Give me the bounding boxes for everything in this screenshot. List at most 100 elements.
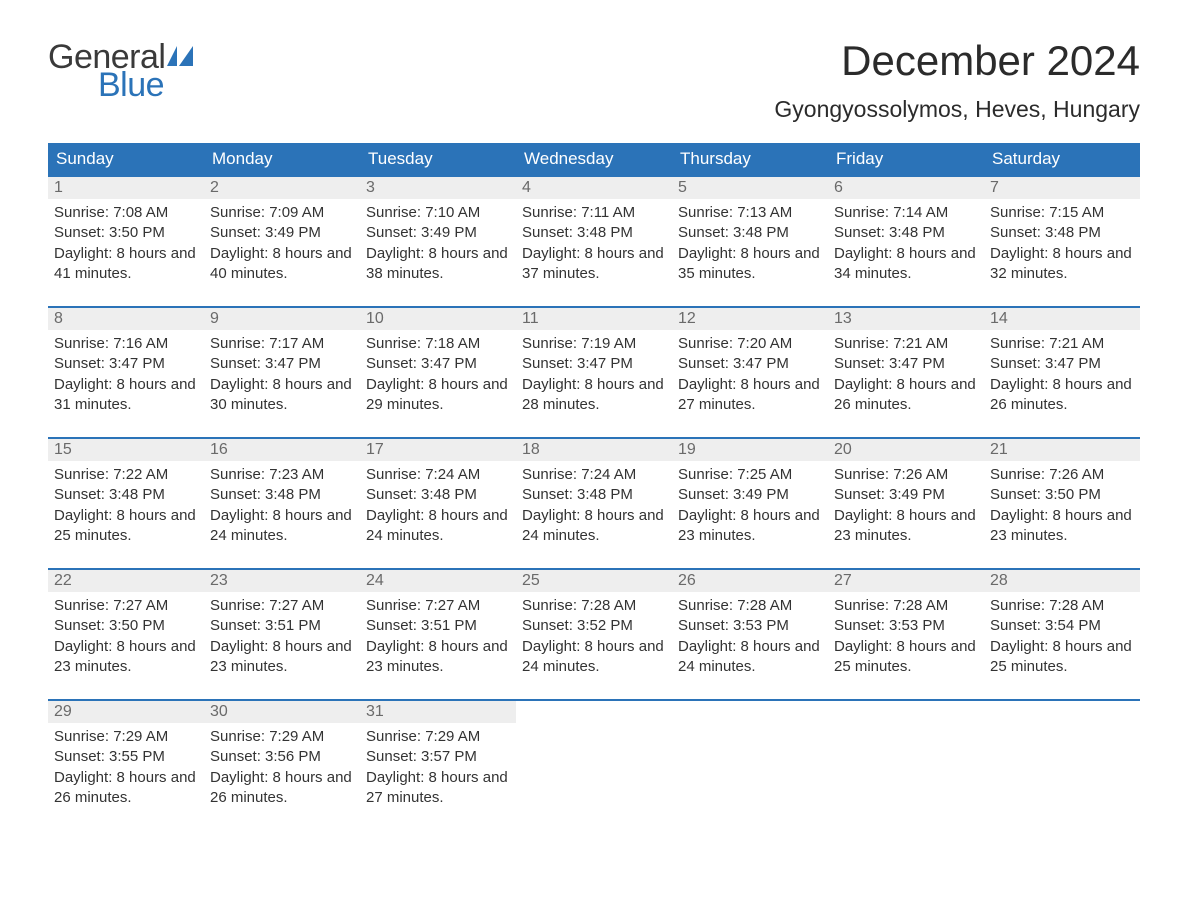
calendar-cell: 20Sunrise: 7:26 AMSunset: 3:49 PMDayligh… — [828, 438, 984, 569]
day-details: Sunrise: 7:21 AMSunset: 3:47 PMDaylight:… — [828, 330, 984, 437]
day-number: 31 — [360, 701, 516, 723]
title-block: December 2024 Gyongyossolymos, Heves, Hu… — [774, 40, 1140, 123]
day-details: Sunrise: 7:28 AMSunset: 3:53 PMDaylight:… — [828, 592, 984, 699]
weekday-header: Wednesday — [516, 143, 672, 176]
calendar-cell: 11Sunrise: 7:19 AMSunset: 3:47 PMDayligh… — [516, 307, 672, 438]
calendar-cell: 5Sunrise: 7:13 AMSunset: 3:48 PMDaylight… — [672, 176, 828, 307]
day-details: Sunrise: 7:24 AMSunset: 3:48 PMDaylight:… — [516, 461, 672, 568]
calendar-cell: 6Sunrise: 7:14 AMSunset: 3:48 PMDaylight… — [828, 176, 984, 307]
calendar-cell: 19Sunrise: 7:25 AMSunset: 3:49 PMDayligh… — [672, 438, 828, 569]
day-details: Sunrise: 7:28 AMSunset: 3:52 PMDaylight:… — [516, 592, 672, 699]
weekday-header: Friday — [828, 143, 984, 176]
calendar-cell: 1Sunrise: 7:08 AMSunset: 3:50 PMDaylight… — [48, 176, 204, 307]
day-details: Sunrise: 7:29 AMSunset: 3:57 PMDaylight:… — [360, 723, 516, 830]
calendar-cell: 24Sunrise: 7:27 AMSunset: 3:51 PMDayligh… — [360, 569, 516, 700]
day-number: 6 — [828, 177, 984, 199]
day-number: 5 — [672, 177, 828, 199]
calendar-cell: 31Sunrise: 7:29 AMSunset: 3:57 PMDayligh… — [360, 700, 516, 830]
day-number: 25 — [516, 570, 672, 592]
day-number: 16 — [204, 439, 360, 461]
day-details: Sunrise: 7:15 AMSunset: 3:48 PMDaylight:… — [984, 199, 1140, 306]
calendar-cell: 7Sunrise: 7:15 AMSunset: 3:48 PMDaylight… — [984, 176, 1140, 307]
day-details: Sunrise: 7:17 AMSunset: 3:47 PMDaylight:… — [204, 330, 360, 437]
day-details: Sunrise: 7:23 AMSunset: 3:48 PMDaylight:… — [204, 461, 360, 568]
logo: General Blue — [48, 40, 201, 102]
calendar-cell: 4Sunrise: 7:11 AMSunset: 3:48 PMDaylight… — [516, 176, 672, 307]
day-details: Sunrise: 7:27 AMSunset: 3:51 PMDaylight:… — [360, 592, 516, 699]
location: Gyongyossolymos, Heves, Hungary — [774, 96, 1140, 123]
calendar-cell: 26Sunrise: 7:28 AMSunset: 3:53 PMDayligh… — [672, 569, 828, 700]
day-details: Sunrise: 7:13 AMSunset: 3:48 PMDaylight:… — [672, 199, 828, 306]
day-details: Sunrise: 7:21 AMSunset: 3:47 PMDaylight:… — [984, 330, 1140, 437]
day-number: 11 — [516, 308, 672, 330]
day-details: Sunrise: 7:19 AMSunset: 3:47 PMDaylight:… — [516, 330, 672, 437]
day-number: 18 — [516, 439, 672, 461]
day-number: 13 — [828, 308, 984, 330]
day-number: 14 — [984, 308, 1140, 330]
calendar-cell: 16Sunrise: 7:23 AMSunset: 3:48 PMDayligh… — [204, 438, 360, 569]
weekday-header: Saturday — [984, 143, 1140, 176]
calendar-cell: 29Sunrise: 7:29 AMSunset: 3:55 PMDayligh… — [48, 700, 204, 830]
day-details: Sunrise: 7:22 AMSunset: 3:48 PMDaylight:… — [48, 461, 204, 568]
day-details: Sunrise: 7:29 AMSunset: 3:55 PMDaylight:… — [48, 723, 204, 830]
day-details: Sunrise: 7:11 AMSunset: 3:48 PMDaylight:… — [516, 199, 672, 306]
day-number: 19 — [672, 439, 828, 461]
day-details: Sunrise: 7:08 AMSunset: 3:50 PMDaylight:… — [48, 199, 204, 306]
day-number: 21 — [984, 439, 1140, 461]
day-details: Sunrise: 7:24 AMSunset: 3:48 PMDaylight:… — [360, 461, 516, 568]
calendar-cell: 3Sunrise: 7:10 AMSunset: 3:49 PMDaylight… — [360, 176, 516, 307]
calendar-cell — [984, 700, 1140, 830]
day-details: Sunrise: 7:28 AMSunset: 3:54 PMDaylight:… — [984, 592, 1140, 699]
day-details: Sunrise: 7:10 AMSunset: 3:49 PMDaylight:… — [360, 199, 516, 306]
day-number: 15 — [48, 439, 204, 461]
calendar-cell: 12Sunrise: 7:20 AMSunset: 3:47 PMDayligh… — [672, 307, 828, 438]
day-number: 2 — [204, 177, 360, 199]
weekday-header: Monday — [204, 143, 360, 176]
calendar-cell: 2Sunrise: 7:09 AMSunset: 3:49 PMDaylight… — [204, 176, 360, 307]
calendar-header: SundayMondayTuesdayWednesdayThursdayFrid… — [48, 143, 1140, 176]
calendar-cell: 9Sunrise: 7:17 AMSunset: 3:47 PMDaylight… — [204, 307, 360, 438]
calendar-cell — [672, 700, 828, 830]
calendar-cell: 28Sunrise: 7:28 AMSunset: 3:54 PMDayligh… — [984, 569, 1140, 700]
calendar-cell: 14Sunrise: 7:21 AMSunset: 3:47 PMDayligh… — [984, 307, 1140, 438]
weekday-header: Sunday — [48, 143, 204, 176]
day-number: 1 — [48, 177, 204, 199]
day-number: 9 — [204, 308, 360, 330]
page-title: December 2024 — [774, 40, 1140, 82]
day-number: 8 — [48, 308, 204, 330]
day-number: 20 — [828, 439, 984, 461]
day-number: 23 — [204, 570, 360, 592]
day-details: Sunrise: 7:27 AMSunset: 3:50 PMDaylight:… — [48, 592, 204, 699]
calendar-cell: 13Sunrise: 7:21 AMSunset: 3:47 PMDayligh… — [828, 307, 984, 438]
calendar-cell — [516, 700, 672, 830]
day-details: Sunrise: 7:25 AMSunset: 3:49 PMDaylight:… — [672, 461, 828, 568]
day-number: 27 — [828, 570, 984, 592]
day-number: 26 — [672, 570, 828, 592]
day-details: Sunrise: 7:26 AMSunset: 3:49 PMDaylight:… — [828, 461, 984, 568]
day-number: 10 — [360, 308, 516, 330]
calendar-cell: 21Sunrise: 7:26 AMSunset: 3:50 PMDayligh… — [984, 438, 1140, 569]
day-details: Sunrise: 7:29 AMSunset: 3:56 PMDaylight:… — [204, 723, 360, 830]
calendar-cell: 18Sunrise: 7:24 AMSunset: 3:48 PMDayligh… — [516, 438, 672, 569]
day-details: Sunrise: 7:27 AMSunset: 3:51 PMDaylight:… — [204, 592, 360, 699]
day-details: Sunrise: 7:16 AMSunset: 3:47 PMDaylight:… — [48, 330, 204, 437]
calendar-cell: 17Sunrise: 7:24 AMSunset: 3:48 PMDayligh… — [360, 438, 516, 569]
calendar-cell: 27Sunrise: 7:28 AMSunset: 3:53 PMDayligh… — [828, 569, 984, 700]
day-details: Sunrise: 7:26 AMSunset: 3:50 PMDaylight:… — [984, 461, 1140, 568]
day-number: 22 — [48, 570, 204, 592]
calendar-cell: 15Sunrise: 7:22 AMSunset: 3:48 PMDayligh… — [48, 438, 204, 569]
calendar-cell: 23Sunrise: 7:27 AMSunset: 3:51 PMDayligh… — [204, 569, 360, 700]
logo-word2: Blue — [98, 68, 201, 102]
day-number: 24 — [360, 570, 516, 592]
header: General Blue December 2024 Gyongyossolym… — [48, 40, 1140, 123]
day-details: Sunrise: 7:09 AMSunset: 3:49 PMDaylight:… — [204, 199, 360, 306]
day-number: 29 — [48, 701, 204, 723]
day-details: Sunrise: 7:20 AMSunset: 3:47 PMDaylight:… — [672, 330, 828, 437]
weekday-header: Thursday — [672, 143, 828, 176]
calendar-cell: 8Sunrise: 7:16 AMSunset: 3:47 PMDaylight… — [48, 307, 204, 438]
day-details: Sunrise: 7:28 AMSunset: 3:53 PMDaylight:… — [672, 592, 828, 699]
calendar-cell: 25Sunrise: 7:28 AMSunset: 3:52 PMDayligh… — [516, 569, 672, 700]
day-number: 4 — [516, 177, 672, 199]
calendar-cell: 30Sunrise: 7:29 AMSunset: 3:56 PMDayligh… — [204, 700, 360, 830]
day-details: Sunrise: 7:18 AMSunset: 3:47 PMDaylight:… — [360, 330, 516, 437]
